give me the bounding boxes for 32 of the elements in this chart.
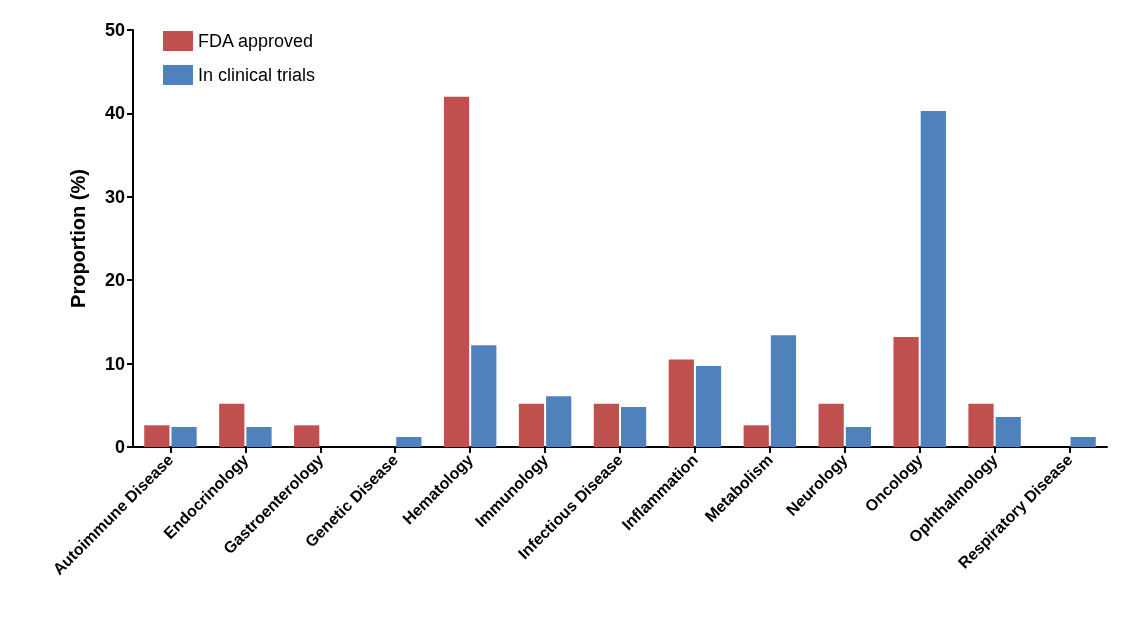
bar xyxy=(396,436,422,447)
bar xyxy=(695,366,722,447)
bar xyxy=(1070,436,1096,447)
bar xyxy=(845,426,871,447)
bar xyxy=(668,359,694,447)
bar xyxy=(770,335,797,447)
legend-label: FDA approved xyxy=(198,31,314,51)
y-axis-title: Proportion (%) xyxy=(67,169,89,308)
y-tick-label: 10 xyxy=(104,353,125,374)
bar xyxy=(995,416,1021,447)
y-tick-label: 40 xyxy=(104,103,125,124)
bar xyxy=(144,425,170,447)
y-tick-label: 20 xyxy=(104,270,125,291)
bar xyxy=(246,426,272,447)
bar xyxy=(893,336,919,447)
bar xyxy=(818,403,844,447)
legend-label: In clinical trials xyxy=(198,65,316,85)
bar xyxy=(471,345,497,447)
bar xyxy=(171,426,197,447)
bar xyxy=(968,403,994,447)
bar xyxy=(518,403,545,447)
bar xyxy=(621,406,647,447)
bar xyxy=(219,403,245,447)
y-tick-label: 30 xyxy=(104,186,125,207)
y-tick-label: 0 xyxy=(114,437,125,457)
bar xyxy=(920,110,946,447)
bar xyxy=(294,425,320,447)
bar xyxy=(443,96,470,447)
y-tick-label: 50 xyxy=(104,20,125,40)
bar xyxy=(546,396,572,447)
bar xyxy=(743,425,769,447)
bar xyxy=(593,403,619,447)
